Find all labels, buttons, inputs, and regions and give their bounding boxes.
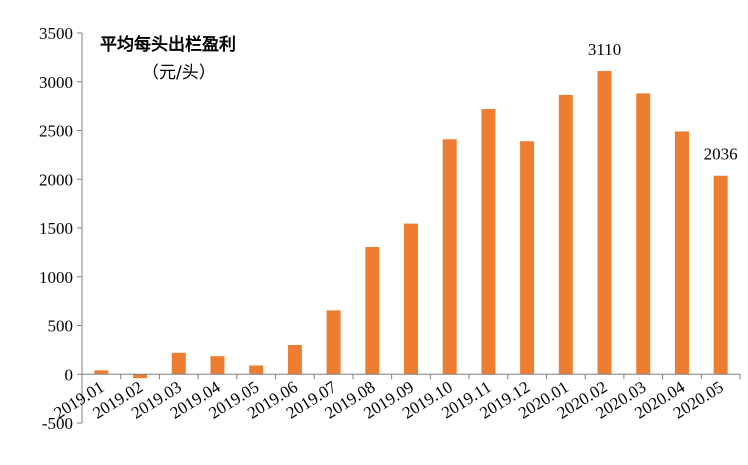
bar-2020.04 — [674, 131, 689, 375]
bar-2019.11 — [481, 109, 496, 375]
bar-2020.05 — [713, 175, 728, 375]
data-label: 2036 — [704, 145, 738, 164]
bar-2019.07 — [326, 310, 341, 375]
y-tick-label: -500 — [42, 414, 73, 433]
bars — [94, 71, 728, 379]
bar-2019.06 — [287, 345, 302, 375]
data-label: 3110 — [588, 40, 621, 59]
chart-title: 平均每头出栏盈利 — [100, 34, 236, 55]
bar-2019.09 — [404, 223, 418, 375]
bar-2019.10 — [442, 139, 457, 375]
bar-2019.08 — [365, 247, 380, 375]
bar-2020.01 — [558, 94, 573, 375]
y-tick-label: 3000 — [39, 73, 73, 92]
y-tick-label: 0 — [65, 365, 74, 384]
bar-2019.03 — [171, 352, 186, 375]
bar-2019.12 — [520, 141, 535, 375]
bar-2019.04 — [210, 356, 225, 375]
y-tick-label: 3500 — [39, 24, 73, 43]
y-axis: -500 0 500 1000 1500 2000 2500 3000 3500 — [39, 24, 83, 433]
y-tick-label: 2000 — [39, 170, 73, 189]
bar-2020.02 — [597, 71, 612, 375]
x-axis: 2019.012019.022019.032019.042019.052019.… — [51, 373, 741, 423]
y-tick-label: 2500 — [39, 122, 73, 141]
y-tick-label: 500 — [48, 317, 74, 336]
chart-unit: （元/头） — [142, 63, 216, 83]
data-labels: 3110 2036 — [588, 40, 738, 164]
y-tick-label: 1500 — [39, 219, 73, 238]
y-tick-label: 1000 — [39, 268, 73, 287]
bar-2019.02 — [133, 374, 148, 379]
bar-2019.01 — [94, 370, 109, 375]
bar-2019.05 — [249, 365, 264, 375]
bar-2020.03 — [636, 93, 651, 375]
